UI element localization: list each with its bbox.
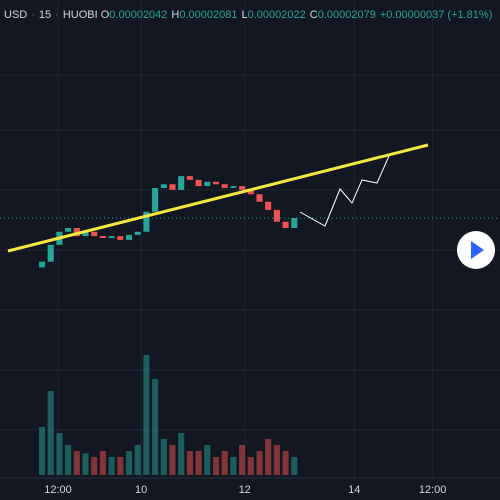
symbol: USD — [4, 9, 28, 21]
volume-bar — [73, 451, 80, 475]
projection-path[interactable] — [299, 155, 390, 227]
volume-bar — [256, 451, 263, 475]
volume-bar — [65, 445, 72, 475]
change: +0.00000037 (+1.81%) — [379, 9, 493, 21]
candle-body — [247, 189, 254, 195]
candle-body — [178, 176, 185, 190]
volume-bar — [91, 457, 98, 475]
candle-body — [195, 179, 202, 187]
volume-bar — [178, 433, 185, 475]
volume-bar — [265, 439, 272, 475]
candle-body — [282, 221, 289, 228]
candle-body — [273, 209, 280, 222]
candle-body — [125, 234, 133, 240]
volume-bar — [99, 451, 106, 475]
volume-bar — [152, 379, 159, 475]
ohlc-value: 0.00002081 — [179, 9, 238, 21]
candle-body — [212, 181, 220, 185]
candle-body — [186, 176, 193, 180]
volume-bar — [56, 433, 63, 475]
volume-bar — [273, 445, 280, 475]
play-icon — [471, 241, 484, 259]
volume-bar — [221, 451, 228, 475]
volume-bar — [282, 451, 289, 475]
ohlc-value: 0.00002022 — [247, 9, 306, 21]
volume-bar — [186, 451, 193, 475]
volume-bar — [47, 391, 54, 475]
x-tick-label: 12 — [239, 484, 251, 496]
volume-bar — [143, 355, 150, 475]
ohlc-key: H — [171, 9, 180, 21]
ohlc-key: C — [309, 9, 318, 21]
candle-body — [134, 231, 141, 235]
grid — [0, 74, 500, 431]
ohlc-value: 0.00002079 — [317, 9, 376, 21]
candle-body — [47, 244, 54, 262]
volume-bar — [134, 445, 141, 475]
candle-body — [82, 231, 89, 237]
candle-body — [256, 194, 263, 202]
x-tick-label: 12:00 — [419, 484, 447, 496]
ohlc-key: O — [100, 9, 110, 21]
volume-bar — [212, 457, 220, 475]
volume-bar — [195, 451, 202, 475]
candle-body — [143, 211, 150, 232]
candle-body — [73, 228, 80, 237]
volume-bar — [117, 457, 124, 475]
candle-body — [108, 236, 115, 238]
candle-body — [91, 231, 98, 237]
plot — [38, 0, 434, 478]
candle-body — [291, 218, 298, 228]
candle-body — [204, 181, 211, 187]
trend-line[interactable] — [7, 143, 429, 253]
legend: USD · 15 · HUOBI O0.00002042 H0.00002081 L0.00… — [4, 9, 493, 21]
candle-body — [99, 236, 106, 238]
volume-bar — [230, 457, 237, 475]
volume-bar — [247, 457, 254, 475]
candle-body — [152, 188, 159, 212]
volume-bar — [38, 427, 46, 475]
candle-body — [221, 184, 228, 188]
volume-bar — [291, 457, 298, 475]
x-tick-label: 10 — [135, 484, 147, 496]
volume-bar — [160, 439, 167, 475]
ohlc-key: L — [241, 9, 248, 21]
volume-bar — [239, 445, 246, 475]
candle-body — [65, 228, 72, 232]
candle-body — [169, 184, 176, 190]
volume-bar — [108, 457, 115, 475]
interval: 15 — [38, 9, 52, 21]
candle-body — [230, 186, 237, 188]
candle-body — [117, 236, 124, 240]
candle-body — [160, 184, 167, 188]
volume-bar — [169, 445, 176, 475]
candle-body — [239, 186, 246, 190]
volume-bar — [82, 453, 89, 475]
ohlc-value: 0.00002042 — [109, 9, 168, 21]
x-tick-label: 12:00 — [44, 484, 72, 496]
candle-body — [265, 201, 272, 210]
exchange: HUOBI — [62, 9, 98, 21]
x-tick-label: 14 — [348, 484, 360, 496]
volume-bar — [125, 451, 133, 475]
candle-body — [38, 261, 46, 268]
volume-bar — [204, 445, 211, 475]
